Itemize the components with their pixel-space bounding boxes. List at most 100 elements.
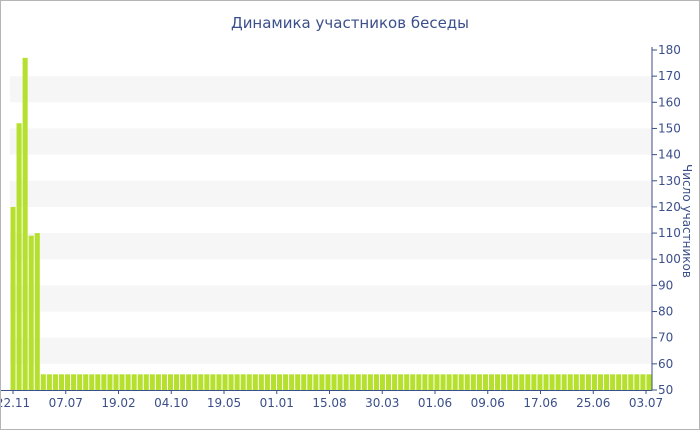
bar <box>77 374 83 390</box>
bar <box>555 374 561 390</box>
bar <box>410 374 416 390</box>
x-tick-label: 30.03 <box>365 396 399 410</box>
grid-band <box>10 337 652 364</box>
x-tick-label: 19.05 <box>207 396 241 410</box>
bar <box>40 374 46 390</box>
bar <box>549 374 555 390</box>
bar <box>628 374 634 390</box>
bar <box>579 374 585 390</box>
bar <box>149 374 155 390</box>
bar <box>234 374 240 390</box>
bar <box>155 374 161 390</box>
y-ticks: 50 60 70 80 90 100 110 120 130 140 150 160 170 180 <box>652 43 681 397</box>
bar <box>567 374 573 390</box>
bar <box>525 374 531 390</box>
y-tick-label: 130 <box>658 174 681 188</box>
bar <box>301 374 307 390</box>
bar <box>192 374 198 390</box>
bar <box>531 374 537 390</box>
bar <box>167 374 174 390</box>
x-tick-label: 01.01 <box>260 396 294 410</box>
bar <box>573 374 579 390</box>
bar <box>52 374 58 390</box>
grid-band <box>10 76 652 103</box>
bar <box>343 374 349 390</box>
bar <box>585 374 591 390</box>
chart-title: Динамика участников беседы <box>230 14 470 32</box>
bar <box>198 374 204 390</box>
bar <box>313 374 319 390</box>
grid-band <box>10 128 652 155</box>
bar <box>513 374 519 390</box>
bar <box>604 374 610 390</box>
x-tick-label: 17.06 <box>523 396 557 410</box>
bar <box>137 374 143 390</box>
bars <box>10 57 652 390</box>
grid-band <box>10 180 652 207</box>
bar <box>325 374 331 390</box>
bar <box>519 374 525 390</box>
bar <box>246 374 252 390</box>
bar <box>440 374 446 390</box>
bar <box>543 374 549 390</box>
bar <box>46 374 52 390</box>
x-tick-label: 25.06 <box>576 396 610 410</box>
bar <box>264 374 270 390</box>
bar <box>591 374 597 390</box>
bar <box>446 374 452 390</box>
bar <box>240 374 246 390</box>
bar <box>537 374 543 390</box>
x-tick-label: 22.11 <box>1 396 30 410</box>
bar <box>204 374 210 390</box>
y-tick-label: 180 <box>658 43 681 57</box>
y-tick-label: 90 <box>658 278 673 292</box>
bar <box>458 374 464 390</box>
bar <box>337 374 343 390</box>
bar <box>307 374 313 390</box>
bar <box>270 374 276 390</box>
bar <box>507 374 513 390</box>
axes <box>1 47 653 391</box>
bar <box>616 374 622 390</box>
bar <box>610 374 616 390</box>
bar <box>470 374 476 390</box>
bar <box>131 374 137 390</box>
grid-band <box>10 233 652 260</box>
x-tick-label: 15.08 <box>312 396 346 410</box>
bar <box>379 374 386 390</box>
bar <box>276 374 283 390</box>
bar <box>143 374 149 390</box>
bar <box>186 374 192 390</box>
bar <box>373 374 379 390</box>
bar <box>34 233 40 390</box>
bar <box>404 374 410 390</box>
y-tick-label: 170 <box>658 69 681 83</box>
bar <box>488 374 495 390</box>
bar <box>349 374 355 390</box>
bar <box>222 374 228 390</box>
bar <box>107 374 113 390</box>
bar <box>113 374 119 390</box>
y-tick-label: 120 <box>658 200 681 214</box>
bar <box>289 374 295 390</box>
bar <box>119 374 125 390</box>
bar <box>95 374 101 390</box>
bar <box>501 374 507 390</box>
bar <box>283 374 289 390</box>
y-tick-label: 80 <box>658 305 673 319</box>
y-tick-label: 70 <box>658 331 673 345</box>
bar <box>58 374 65 390</box>
bar <box>180 374 186 390</box>
bar <box>101 374 107 390</box>
bar <box>476 374 482 390</box>
bar <box>422 374 428 390</box>
bar <box>452 374 458 390</box>
bar <box>83 374 89 390</box>
y-tick-label: 60 <box>658 357 673 371</box>
bar <box>597 374 604 390</box>
bar <box>398 374 404 390</box>
bar <box>386 374 392 390</box>
bar <box>252 374 258 390</box>
x-tick-label: 04.10 <box>154 396 188 410</box>
